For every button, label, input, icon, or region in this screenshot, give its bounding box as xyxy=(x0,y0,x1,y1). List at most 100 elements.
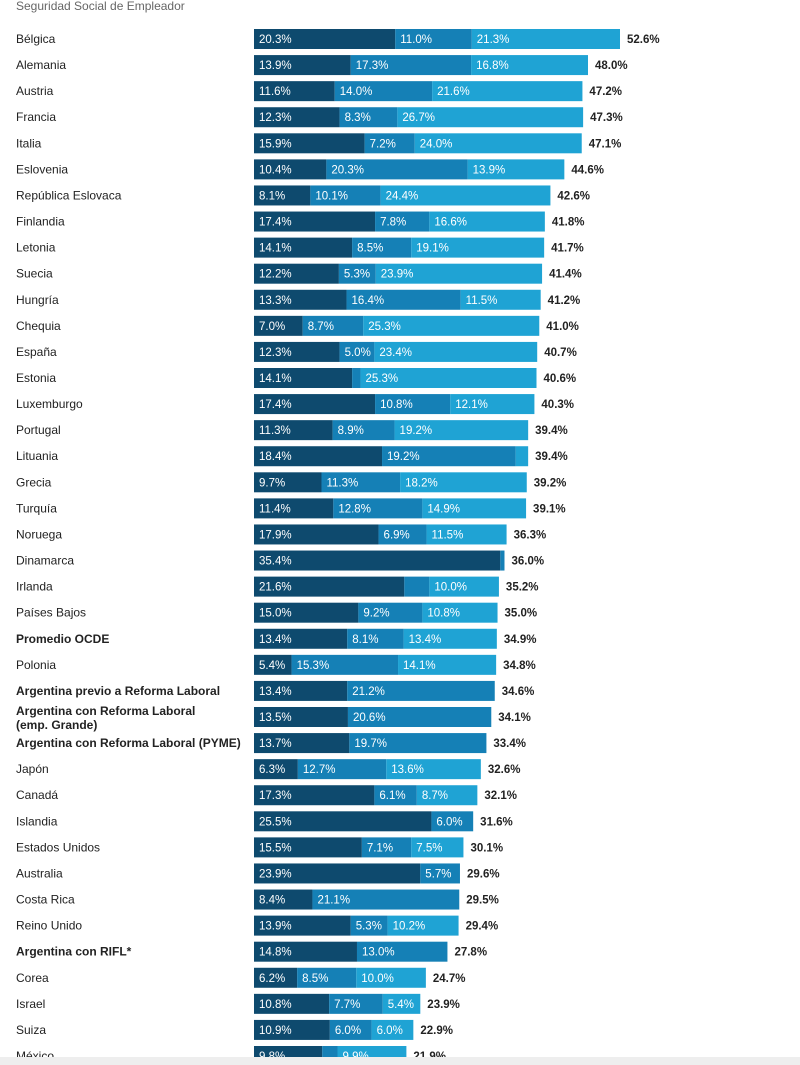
bar-segment xyxy=(254,576,405,597)
total-value-label: 24.7% xyxy=(433,973,466,985)
bar-segment xyxy=(254,420,333,441)
category-label: Hungría xyxy=(16,293,59,307)
total-value-label: 48.0% xyxy=(595,60,628,72)
bar-row: Bélgica 20.3% 11.0% 21.3% 52.6% xyxy=(16,29,660,49)
segment-value-label: 13.9% xyxy=(259,921,292,933)
segment-value-label: 11.3% xyxy=(326,477,358,489)
category-label: España xyxy=(16,345,57,359)
segment-value-label: 20.3% xyxy=(259,34,292,46)
bar-segment xyxy=(254,1019,330,1040)
bar-segment xyxy=(329,993,383,1014)
segment-value-label: 8.1% xyxy=(259,190,285,202)
bar-row: Estados Unidos 15.5% 7.1% 7.5% 30.1% xyxy=(16,837,503,858)
segment-value-label: 10.0% xyxy=(361,973,394,985)
total-value-label: 47.1% xyxy=(589,138,622,150)
total-value-label: 40.6% xyxy=(544,373,577,385)
bar-segment xyxy=(394,420,529,441)
segment-value-label: 7.1% xyxy=(367,842,393,854)
bar-segment xyxy=(356,941,448,962)
segment-value-label: 23.9% xyxy=(259,868,292,880)
bar-segment xyxy=(378,524,427,545)
segment-value-label: 19.2% xyxy=(387,451,420,463)
bar-row: Argentina con Reforma Laboral (PYME) 13.7… xyxy=(16,733,526,754)
bar-segment xyxy=(398,654,497,675)
segment-value-label: 14.9% xyxy=(427,503,460,515)
segment-value-label: 13.5% xyxy=(259,712,292,724)
bar-segment xyxy=(347,628,404,649)
bar-segment xyxy=(380,185,551,206)
segment-value-label: 26.7% xyxy=(402,112,435,124)
total-value-label: 29.6% xyxy=(467,868,500,880)
bar-segment xyxy=(361,837,412,858)
total-value-label: 41.2% xyxy=(548,295,581,307)
bar-segment xyxy=(254,680,348,701)
segment-value-label: 6.9% xyxy=(384,529,410,541)
category-label: Suecia xyxy=(16,267,53,281)
bar-row: Canadá 17.3% 6.1% 8.7% 32.1% xyxy=(16,785,517,806)
bar-segment xyxy=(254,524,379,545)
bar-segment xyxy=(333,498,423,519)
bar-segment xyxy=(254,29,396,49)
segment-value-label: 5.3% xyxy=(356,921,382,933)
segment-value-label: 6.0% xyxy=(436,816,462,828)
horizontal-scrollbar[interactable] xyxy=(0,1057,800,1065)
bar-segment xyxy=(254,237,353,258)
bar-segment xyxy=(254,707,348,727)
segment-value-label: 10.0% xyxy=(434,582,467,594)
segment-value-label: 15.3% xyxy=(297,660,330,672)
segment-value-label: 10.8% xyxy=(427,608,460,620)
segment-value-label: 23.9% xyxy=(381,269,414,281)
bar-segment xyxy=(422,498,527,519)
bar-segment xyxy=(254,472,322,493)
segment-value-label: 10.8% xyxy=(259,999,292,1011)
category-label: Estados Unidos xyxy=(16,840,100,854)
category-label: Bélgica xyxy=(16,32,56,46)
total-value-label: 36.3% xyxy=(514,529,547,541)
bar-segment xyxy=(352,368,361,388)
bar-segment xyxy=(460,289,541,310)
category-label: Reino Unido xyxy=(16,919,82,933)
total-value-label: 39.1% xyxy=(533,503,566,515)
segment-value-label: 16.4% xyxy=(352,295,385,307)
category-label: Australia xyxy=(16,866,63,880)
bar-segment xyxy=(350,915,388,936)
segment-value-label: 7.2% xyxy=(370,138,396,150)
bar-segment xyxy=(297,759,387,780)
bar-segment xyxy=(326,159,468,180)
category-label: Irlanda xyxy=(16,580,53,594)
bar-row: Noruega 17.9% 6.9% 11.5% 36.3% xyxy=(16,524,547,545)
segment-value-label: 11.0% xyxy=(400,34,432,46)
total-value-label: 39.4% xyxy=(535,451,568,463)
bar-segment xyxy=(375,394,451,415)
total-value-label: 47.3% xyxy=(590,112,623,124)
segment-value-label: 15.5% xyxy=(259,842,292,854)
bar-segment xyxy=(254,107,340,128)
bar-row: Italia 15.9% 7.2% 24.0% 47.1% xyxy=(16,133,622,154)
segment-value-label: 7.5% xyxy=(416,842,442,854)
bar-segment xyxy=(254,785,375,806)
bar-segment xyxy=(332,420,395,441)
bar-segment xyxy=(254,915,351,936)
segment-value-label: 8.1% xyxy=(352,634,378,646)
segment-value-label: 14.1% xyxy=(259,373,292,385)
segment-value-label: 13.6% xyxy=(391,764,424,776)
segment-value-label: 24.0% xyxy=(420,138,453,150)
total-value-label: 35.2% xyxy=(506,582,539,594)
segment-value-label: 11.5% xyxy=(432,529,464,541)
bar-segment xyxy=(254,159,327,180)
segment-value-label: 13.3% xyxy=(259,295,292,307)
bar-row: Portugal 11.3% 8.9% 19.2% 39.4% xyxy=(16,420,568,441)
bar-segment xyxy=(254,341,340,362)
bar-row: Suecia 12.2% 5.3% 23.9% 41.4% xyxy=(16,263,582,284)
segment-value-label: 9.2% xyxy=(363,608,389,620)
bar-segment xyxy=(254,263,339,284)
bar-segment xyxy=(254,394,376,415)
category-label: Alemania xyxy=(16,58,66,72)
bar-segment xyxy=(416,785,478,806)
bar-row: Austria 11.6% 14.0% 21.6% 47.2% xyxy=(16,81,622,102)
bar-row: Hungría 13.3% 16.4% 11.5% 41.2% xyxy=(16,289,581,310)
bar-segment xyxy=(400,472,527,493)
segment-value-label: 6.0% xyxy=(377,1025,403,1037)
legend-label: Seguridad Social de Empleador xyxy=(16,0,185,13)
bar-segment xyxy=(254,837,362,858)
